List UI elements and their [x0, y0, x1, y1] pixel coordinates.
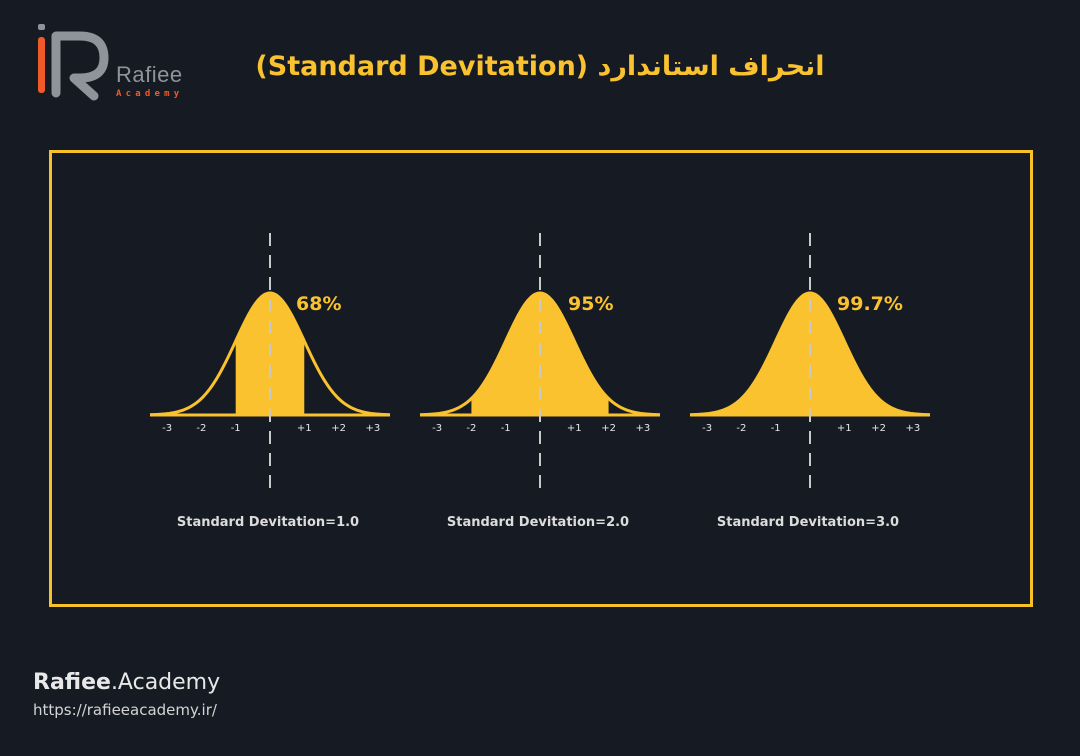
- x-tick-label: -1: [500, 423, 511, 434]
- x-tick-label: -2: [736, 423, 747, 434]
- distribution-panel-sd-1: 68% Standard Devitation=1.0 -3 -2 -1 +1 +2 +3: [149, 225, 420, 545]
- footer-url: https://rafieeacademy.ir/: [33, 701, 217, 719]
- x-tick-label: -1: [770, 423, 781, 434]
- bell-curve-line: [689, 291, 931, 417]
- x-tick-label: -3: [432, 423, 443, 434]
- distribution-panel-sd-3: 99.7% Standard Devitation=3.0 -3 -2 -1 +1 +2…: [689, 225, 960, 545]
- x-tick-label: +3: [635, 423, 651, 434]
- x-tick-label: +3: [905, 423, 921, 434]
- bell-curve-chart: [149, 233, 391, 495]
- percent-label: 99.7%: [837, 293, 903, 315]
- x-tick-label: +3: [365, 423, 381, 434]
- footer-brand: Rafiee.Academy: [33, 670, 220, 696]
- distribution-panel-sd-2: 95% Standard Devitation=2.0 -3 -2 -1 +1 +2 +3: [419, 225, 690, 545]
- x-tick-label: -3: [162, 423, 173, 434]
- bell-curve-chart: [419, 233, 661, 495]
- chart-caption: Standard Devitation=2.0: [446, 515, 630, 530]
- x-tick-label: -2: [466, 423, 477, 434]
- bell-curve-line: [149, 291, 391, 417]
- chart-caption: Standard Devitation=1.0: [176, 515, 360, 530]
- x-tick-label: +2: [331, 423, 346, 434]
- logo-name: Rafiee: [116, 62, 183, 87]
- x-tick-label: +2: [871, 423, 886, 434]
- footer-brand-bold: Rafiee: [33, 670, 111, 695]
- logo-mark: [38, 24, 109, 101]
- logo-subtitle: Academy: [116, 89, 184, 99]
- x-tick-label: +1: [836, 423, 852, 434]
- chart-frame: [49, 150, 1033, 607]
- percent-label: 95%: [568, 293, 614, 315]
- chart-caption: Standard Devitation=3.0: [716, 515, 900, 530]
- bell-curve-chart: [689, 233, 931, 495]
- logo: Rafiee Academy: [34, 20, 204, 102]
- x-tick-label: -3: [702, 423, 713, 434]
- x-tick-label: +1: [296, 423, 312, 434]
- page-title: انحراف استاندارد (Standard Devitation): [255, 51, 825, 82]
- x-tick-label: +1: [566, 423, 582, 434]
- x-tick-label: +2: [601, 423, 616, 434]
- x-tick-label: -1: [230, 423, 241, 434]
- footer-brand-rest: .Academy: [110, 670, 221, 695]
- percent-label: 68%: [296, 293, 342, 315]
- x-tick-label: -2: [196, 423, 207, 434]
- bell-curve-line: [419, 291, 661, 417]
